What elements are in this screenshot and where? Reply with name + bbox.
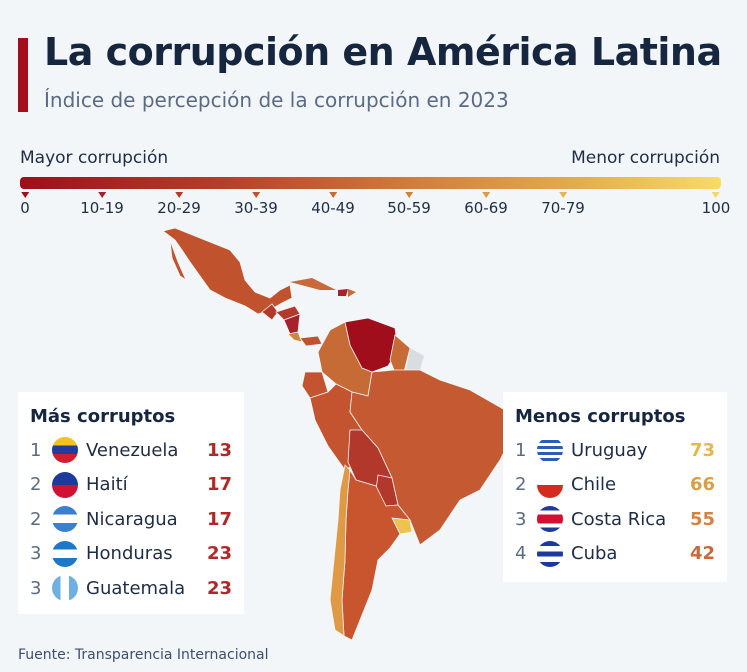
haiti-flag-icon [52,471,78,498]
country-panama [299,335,323,347]
tick-marker-icon [405,192,413,198]
country-name: Nicaragua [86,508,178,530]
legend-tick: 0 [20,192,30,217]
nicaragua-flag-icon [52,506,78,533]
tick-marker-icon [482,192,490,198]
country-name: Venezuela [86,439,179,461]
page-title: La corrupción en América Latina [44,30,722,74]
least-corrupt-panel: Menos corruptos 1 Uruguay 73 2 Chile 66 3 Costa… [503,392,727,582]
legend-tick: 100 [701,192,731,217]
legend-right-label: Menor corrupción [571,148,720,168]
venezuela-flag-icon [52,437,78,464]
accent-bar [18,38,28,112]
page-subtitle: Índice de percepción de la corrupción en… [44,88,509,112]
tick-marker-icon [252,192,260,198]
rank: 4 [515,543,527,565]
uruguay-flag-icon [537,437,563,464]
rank: 2 [30,508,42,530]
tick-label: 40-49 [311,199,355,217]
tick-marker-icon [559,192,567,198]
ranking-row: 3 Guatemala 23 [30,571,232,606]
least-corrupt-title: Menos corruptos [515,406,686,427]
legend-tick: 10-19 [80,192,124,217]
rank: 2 [30,474,42,496]
tick-label: 30-39 [234,199,278,217]
color-scale-bar [20,177,721,189]
country-name: Honduras [86,543,173,565]
costa-rica-flag-icon [537,506,563,533]
score: 55 [689,508,715,530]
rank: 3 [30,543,42,565]
score: 17 [206,474,232,496]
ranking-row: 1 Uruguay 73 [515,433,715,468]
rank: 3 [30,577,42,599]
legend-tick: 60-69 [464,192,508,217]
tick-marker-icon [711,192,720,198]
country-name: Guatemala [86,577,186,599]
tick-label: 70-79 [541,199,585,217]
tick-label: 0 [20,199,30,217]
score: 73 [689,439,715,461]
tick-marker-icon [329,192,337,198]
country-french-guiana [406,348,424,370]
source-note: Fuente: Transparencia Internacional [18,647,269,663]
cuba-flag-icon [537,540,563,567]
country-haiti [338,289,348,296]
score: 23 [206,577,232,599]
legend-tick: 70-79 [541,192,585,217]
ranking-row: 3 Honduras 23 [30,537,232,572]
legend-tick: 30-39 [234,192,278,217]
country-name: Costa Rica [571,508,667,530]
tick-marker-icon [98,192,106,198]
country-dominican-republic [348,289,356,297]
ranking-row: 4 Cuba 42 [515,537,715,572]
honduras-flag-icon [52,540,78,567]
tick-label: 100 [701,199,731,217]
legend-tick: 50-59 [387,192,431,217]
tick-label: 10-19 [80,199,124,217]
rank: 1 [515,439,527,461]
country-name: Haití [86,474,128,496]
score: 42 [689,543,715,565]
most-corrupt-panel: Más corruptos 1 Venezuela 13 2 Haití 17 2 Nicar… [18,392,244,614]
tick-marker-icon [20,192,29,198]
country-venezuela [344,317,399,373]
country-chile [329,464,351,637]
score: 13 [206,439,232,461]
score: 17 [206,508,232,530]
country-name: Cuba [571,543,618,565]
rank: 1 [30,439,42,461]
country-cuba [290,278,336,290]
chile-flag-icon [537,471,563,498]
ranking-row: 1 Venezuela 13 [30,433,232,468]
most-corrupt-title: Más corruptos [30,406,176,427]
country-name: Uruguay [571,439,648,461]
ranking-row: 2 Chile 66 [515,468,715,503]
tick-label: 50-59 [387,199,431,217]
guatemala-flag-icon [52,575,78,602]
legend-tick: 20-29 [157,192,201,217]
country-name: Chile [571,474,617,496]
tick-label: 60-69 [464,199,508,217]
tick-marker-icon [175,192,183,198]
legend-left-label: Mayor corrupción [20,148,169,168]
score: 23 [206,543,232,565]
country-costa-rica [287,331,303,343]
legend-tick: 40-49 [311,192,355,217]
ranking-row: 3 Costa Rica 55 [515,502,715,537]
rank: 3 [515,508,527,530]
rank: 2 [515,474,527,496]
country-mexico [162,227,293,315]
ranking-row: 2 Nicaragua 17 [30,502,232,537]
score: 66 [689,474,715,496]
tick-label: 20-29 [157,199,201,217]
ranking-row: 2 Haití 17 [30,468,232,503]
